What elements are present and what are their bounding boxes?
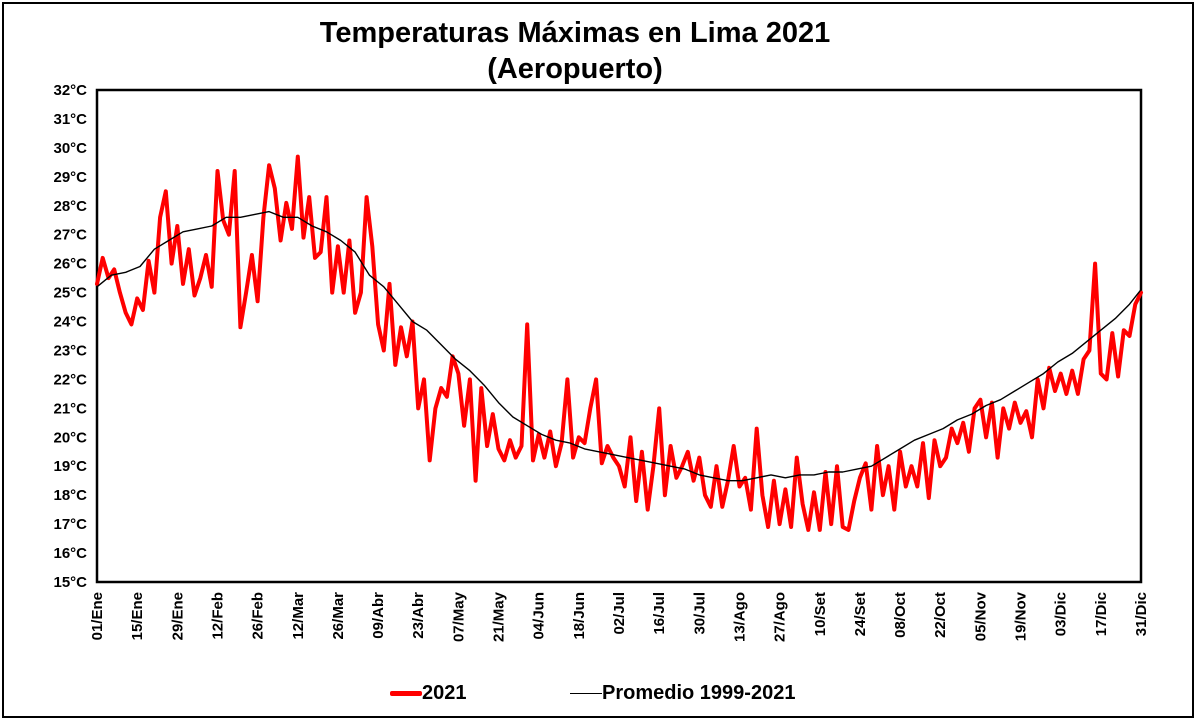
x-tick-label: 26/Mar (330, 592, 347, 640)
x-tick-label: 17/Dic (1093, 592, 1110, 636)
y-tick-label: 19°C (53, 458, 87, 475)
chart-subtitle: (Aeropuerto) (487, 53, 663, 85)
x-tick-label: 29/Ene (169, 592, 186, 640)
x-tick-label: 05/Nov (972, 591, 989, 641)
x-tick-label: 23/Abr (410, 592, 427, 639)
x-tick-label: 02/Jul (611, 592, 628, 635)
y-tick-label: 27°C (53, 227, 87, 244)
y-tick-label: 25°C (53, 285, 87, 302)
series-line-2021 (95, 154, 1143, 532)
x-tick-label: 18/Jun (571, 592, 588, 640)
x-tick-label: 04/Jun (531, 592, 548, 640)
y-tick-label: 23°C (53, 342, 87, 359)
x-tick-label: 10/Set (812, 592, 829, 636)
x-tick-label: 31/Dic (1133, 592, 1150, 636)
y-tick-label: 31°C (53, 111, 87, 128)
x-tick-label: 01/Ene (89, 592, 106, 640)
x-tick-label: 15/Ene (129, 592, 146, 640)
legend-label-2021: 2021 (422, 682, 467, 704)
x-axis: 01/Ene 15/Ene 29/Ene 12/Feb 26/Feb 12/Mar 26/M… (89, 591, 1150, 642)
x-tick-label: 27/Ago (772, 592, 789, 642)
y-tick-label: 24°C (53, 314, 87, 331)
legend: 2021 Promedio 1999-2021 (0, 682, 1200, 710)
y-tick-label: 15°C (53, 574, 87, 591)
x-tick-label: 13/Ago (731, 592, 748, 642)
y-tick-label: 22°C (53, 371, 87, 388)
y-tick-label: 16°C (53, 545, 87, 562)
y-axis: 15°C 16°C 17°C 18°C 19°C 20°C 21°C 22°C 23°C 24°C… (53, 82, 87, 591)
y-tick-label: 30°C (53, 140, 87, 157)
y-tick-label: 28°C (53, 198, 87, 215)
y-tick-label: 26°C (53, 256, 87, 273)
x-tick-label: 07/May (450, 591, 467, 642)
x-tick-label: 22/Oct (932, 592, 949, 638)
legend-item-2021: 2021 (390, 682, 467, 705)
x-tick-label: 09/Abr (370, 592, 387, 639)
x-tick-label: 12/Feb (209, 592, 226, 640)
y-tick-label: 17°C (53, 516, 87, 533)
y-tick-label: 20°C (53, 429, 87, 446)
x-tick-label: 08/Oct (892, 592, 909, 638)
y-tick-label: 29°C (53, 169, 87, 186)
legend-swatch-average (570, 692, 602, 695)
plot-area (95, 88, 1143, 584)
legend-item-average: Promedio 1999-2021 (570, 682, 795, 705)
legend-swatch-2021 (390, 691, 422, 696)
x-tick-label: 26/Feb (250, 592, 267, 640)
y-tick-label: 18°C (53, 487, 87, 504)
x-tick-label: 21/May (491, 591, 508, 642)
series-layer (95, 154, 1143, 532)
x-tick-label: 19/Nov (1013, 591, 1030, 641)
x-tick-label: 30/Jul (691, 592, 708, 635)
y-tick-label: 21°C (53, 400, 87, 417)
x-tick-label: 24/Set (852, 592, 869, 636)
x-tick-label: 16/Jul (651, 592, 668, 635)
series-line-average (96, 210, 1142, 482)
x-tick-label: 03/Dic (1053, 592, 1070, 636)
y-tick-label: 32°C (53, 82, 87, 99)
x-tick-label: 12/Mar (290, 592, 307, 640)
legend-label-average: Promedio 1999-2021 (602, 682, 796, 704)
chart-title: Temperaturas Máximas en Lima 2021 (319, 17, 831, 49)
